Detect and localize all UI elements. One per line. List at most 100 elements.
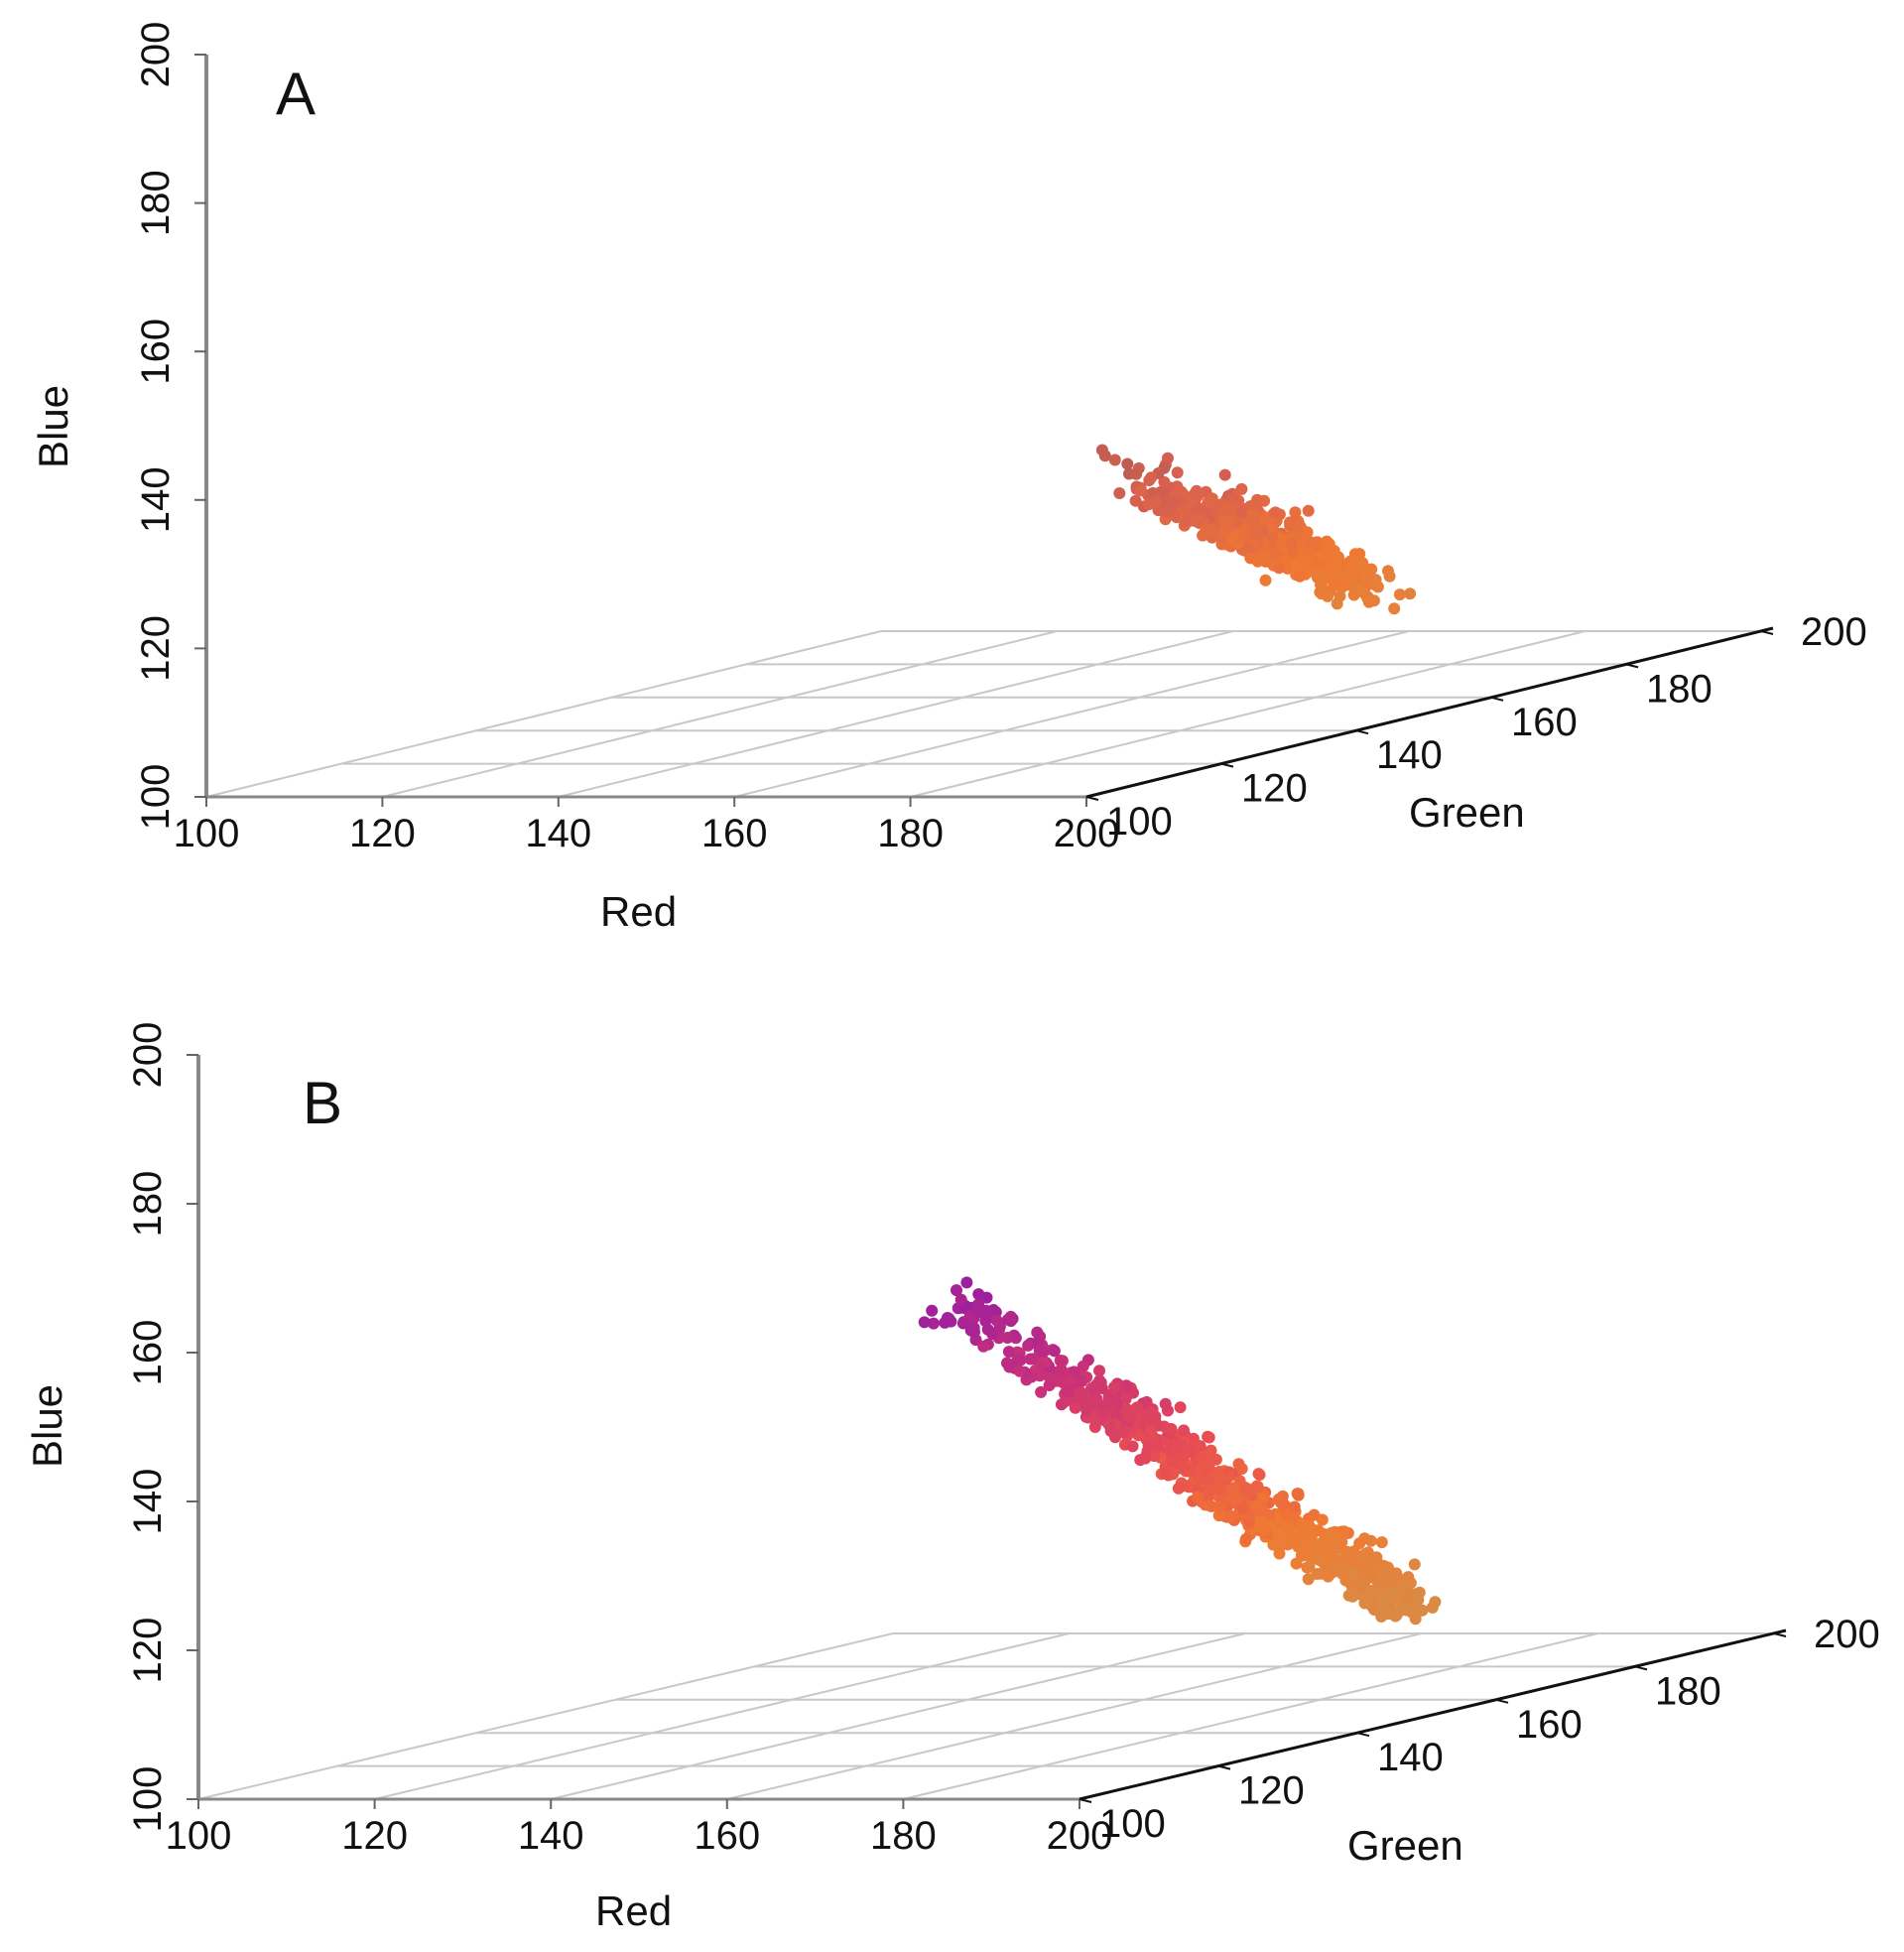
data-point bbox=[1364, 1562, 1377, 1575]
data-point bbox=[980, 1291, 993, 1304]
data-point bbox=[1004, 1310, 1017, 1323]
data-point bbox=[1194, 1472, 1206, 1485]
red-tick-label-1: 120 bbox=[341, 1814, 408, 1858]
data-point bbox=[1206, 1454, 1218, 1467]
ticks-b: 100 120 140 160 180 2001001201401601802001001… bbox=[126, 1022, 1880, 1858]
grid-line-red-1 bbox=[374, 1632, 1070, 1800]
data-point bbox=[1065, 1373, 1077, 1386]
data-point bbox=[1260, 1524, 1272, 1537]
data-point bbox=[1022, 1339, 1035, 1352]
data-point bbox=[1365, 1552, 1378, 1565]
data-point bbox=[1106, 1424, 1119, 1437]
data-point bbox=[927, 1317, 940, 1330]
green-tick-3 bbox=[1490, 696, 1504, 702]
data-point bbox=[1108, 454, 1121, 466]
data-point bbox=[1354, 1581, 1367, 1594]
grid-line-red-2 bbox=[550, 1632, 1246, 1800]
data-point bbox=[1366, 1584, 1379, 1597]
grid-line-red-0 bbox=[205, 630, 882, 798]
green-tick-4 bbox=[1625, 663, 1639, 669]
data-point bbox=[1279, 1508, 1292, 1521]
data-point bbox=[1358, 586, 1370, 599]
data-point bbox=[1062, 1385, 1074, 1398]
grid-line-red-3 bbox=[733, 630, 1410, 798]
axes-a bbox=[204, 55, 1774, 799]
x-axis-title-a: Red bbox=[600, 888, 677, 935]
green-tick-2 bbox=[1355, 729, 1369, 735]
data-point bbox=[1289, 506, 1302, 519]
data-point bbox=[1002, 1346, 1015, 1359]
data-point bbox=[1235, 1463, 1248, 1475]
grid-line-red-3 bbox=[726, 1632, 1423, 1800]
blue-tick-label-1: 120 bbox=[134, 615, 178, 682]
blue-tick-label-3: 160 bbox=[134, 319, 178, 385]
data-point bbox=[1324, 1529, 1336, 1542]
green-tick-2 bbox=[1356, 1732, 1370, 1738]
data-point bbox=[1157, 486, 1170, 499]
data-point bbox=[1288, 1500, 1301, 1513]
data-point bbox=[1393, 588, 1406, 601]
blue-tick-label-0: 100 bbox=[126, 1766, 170, 1833]
data-point bbox=[1135, 484, 1148, 497]
data-point bbox=[1248, 528, 1261, 541]
data-point bbox=[951, 1284, 962, 1297]
data-point bbox=[1130, 467, 1143, 480]
data-point bbox=[926, 1304, 939, 1317]
data-point bbox=[1148, 1450, 1161, 1463]
data-point bbox=[1383, 570, 1396, 583]
data-point bbox=[1361, 564, 1374, 576]
data-point bbox=[1358, 1597, 1371, 1610]
data-point bbox=[1159, 1467, 1172, 1480]
data-point bbox=[1329, 1552, 1340, 1565]
red-tick-label-0: 100 bbox=[166, 1814, 232, 1858]
data-point bbox=[1214, 1484, 1227, 1497]
data-point bbox=[1273, 562, 1286, 575]
data-point bbox=[1307, 1550, 1320, 1563]
data-point bbox=[1217, 515, 1230, 528]
blue-tick-label-5: 200 bbox=[126, 1022, 170, 1089]
data-point bbox=[1302, 504, 1315, 517]
data-point bbox=[1347, 1568, 1360, 1580]
panel-b: 100 120 140 160 180 2001001201401601802001001… bbox=[24, 1022, 1880, 1934]
data-point bbox=[1199, 526, 1211, 539]
data-point bbox=[1259, 549, 1272, 562]
data-point bbox=[1213, 1499, 1226, 1512]
green-tick-label-2: 140 bbox=[1377, 1736, 1444, 1779]
blue-tick-label-5: 200 bbox=[134, 22, 178, 88]
data-point bbox=[1285, 537, 1298, 550]
data-point bbox=[1098, 1407, 1110, 1420]
data-point bbox=[1089, 1397, 1102, 1410]
green-tick-label-4: 180 bbox=[1655, 1669, 1721, 1713]
green-tick-label-1: 120 bbox=[1241, 767, 1308, 811]
data-point bbox=[1146, 1429, 1159, 1442]
red-tick-label-3: 160 bbox=[701, 812, 768, 855]
green-tick-label-5: 200 bbox=[1801, 610, 1867, 654]
data-point bbox=[1113, 487, 1126, 499]
data-point bbox=[1175, 1438, 1188, 1451]
data-point bbox=[1251, 1480, 1264, 1493]
data-point bbox=[1165, 496, 1178, 509]
data-point bbox=[1126, 1440, 1139, 1453]
panel-label-a: A bbox=[276, 61, 316, 127]
data-point bbox=[1123, 1410, 1136, 1423]
data-point bbox=[1278, 1498, 1291, 1511]
data-point bbox=[1059, 1395, 1072, 1408]
data-point bbox=[977, 1340, 990, 1353]
data-point bbox=[1342, 1589, 1355, 1602]
data-point bbox=[1287, 547, 1300, 560]
data-point bbox=[1408, 1558, 1421, 1571]
green-tick-label-0: 100 bbox=[1106, 800, 1173, 844]
data-point bbox=[1337, 571, 1349, 584]
green-tick-5 bbox=[1760, 630, 1774, 635]
data-point bbox=[1291, 521, 1304, 534]
green-tick-3 bbox=[1495, 1698, 1509, 1704]
data-point bbox=[1273, 1526, 1285, 1539]
blue-tick-label-4: 180 bbox=[126, 1171, 170, 1237]
data-point bbox=[1245, 1489, 1258, 1501]
scatter-points-b bbox=[918, 1276, 1442, 1626]
data-point bbox=[1218, 468, 1231, 481]
data-point bbox=[1429, 1596, 1442, 1609]
data-point bbox=[1077, 1394, 1089, 1406]
data-point bbox=[1346, 1548, 1359, 1561]
